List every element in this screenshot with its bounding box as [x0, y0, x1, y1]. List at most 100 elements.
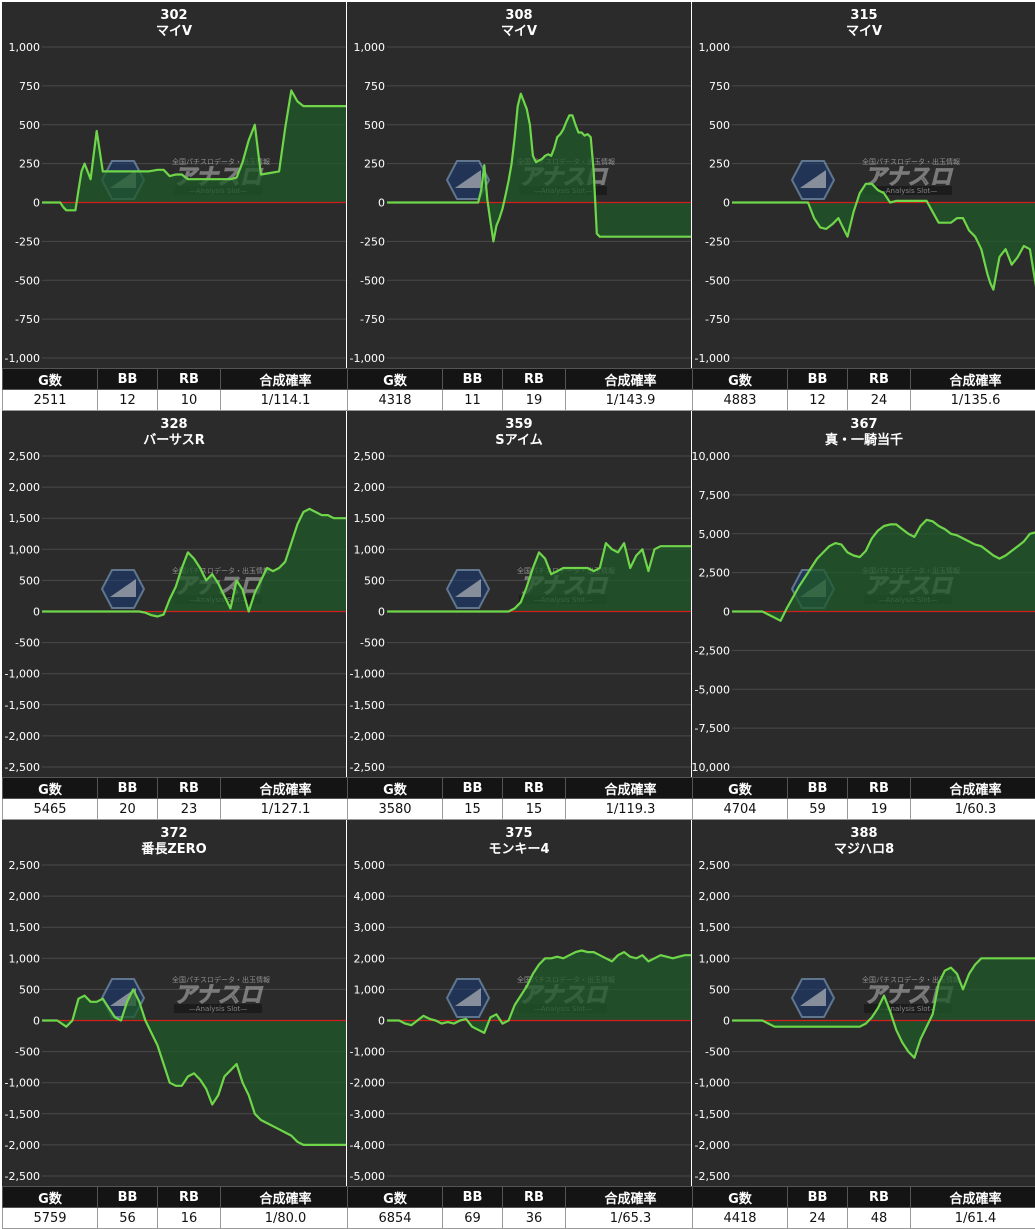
stats-value-g: 5759 [3, 1208, 98, 1229]
y-tick-label: -250 [15, 235, 40, 248]
y-tick-label: -7,500 [695, 722, 730, 735]
stats-header-g: G数 [693, 1187, 788, 1208]
stats-value-g: 2511 [3, 390, 98, 411]
machine-number: 315 [850, 8, 877, 23]
y-tick-label: -750 [360, 313, 385, 326]
y-tick-label: -2,500 [5, 1170, 40, 1183]
stats-header-g: G数 [3, 1187, 98, 1208]
y-tick-label: -2,500 [5, 761, 40, 774]
y-tick-label: 0 [378, 1015, 385, 1028]
y-tick-label: -250 [705, 235, 730, 248]
stats-header-rb: RB [158, 778, 221, 799]
stats-value-prob: 1/65.3 [566, 1208, 696, 1229]
machine-name: マイV [156, 24, 192, 39]
stats-header-g: G数 [348, 369, 443, 390]
y-tick-label: 2,500 [699, 567, 731, 580]
machine-name: マジハロ8 [834, 842, 894, 857]
y-tick-label: 500 [709, 119, 730, 132]
payout-chart: 315マイV-1,000-750-500-25002505007501,000全… [692, 2, 1035, 368]
y-tick-label: 1,000 [354, 41, 386, 54]
y-tick-label: 2,000 [9, 481, 41, 494]
payout-chart: 375モンキー4-5,000-4,000-3,000-2,000-1,00001… [347, 820, 691, 1186]
y-tick-label: 0 [723, 606, 730, 619]
stats-header-rb: RB [848, 1187, 911, 1208]
y-tick-label: -2,000 [350, 1077, 385, 1090]
y-tick-label: 0 [723, 197, 730, 210]
y-tick-label: 2,500 [699, 859, 731, 872]
area-fill [42, 509, 346, 617]
stats-header-rb: RB [503, 778, 566, 799]
stats-header-bb: BB [788, 778, 848, 799]
payout-chart: 328バーサスR-2,500-2,000-1,500-1,000-5000500… [2, 411, 346, 777]
y-tick-label: 2,500 [9, 450, 41, 463]
stats-value-prob: 1/61.4 [911, 1208, 1035, 1229]
machine-name: バーサスR [143, 433, 205, 448]
machine-panel: 308マイV-1,000-750-500-25002505007501,000全… [347, 2, 691, 410]
y-tick-label: -1,000 [350, 352, 385, 365]
y-tick-label: 0 [33, 606, 40, 619]
y-tick-label: 2,000 [9, 890, 41, 903]
y-tick-label: 500 [19, 119, 40, 132]
stats-header-bb: BB [98, 778, 158, 799]
y-tick-label: 500 [19, 983, 40, 996]
stats-value-g: 3580 [348, 799, 443, 820]
stats-header-rb: RB [503, 1187, 566, 1208]
y-tick-label: -5,000 [350, 1170, 385, 1183]
area-fill [732, 958, 1035, 1058]
y-tick-label: 0 [33, 197, 40, 210]
y-tick-label: -500 [705, 274, 730, 287]
stats-value-prob: 1/143.9 [566, 390, 696, 411]
stats-value-rb: 24 [848, 390, 911, 411]
stats-value-rb: 16 [158, 1208, 221, 1229]
y-tick-label: 2,000 [354, 481, 386, 494]
stats-value-prob: 1/135.6 [911, 390, 1035, 411]
stats-value-rb: 15 [503, 799, 566, 820]
y-tick-label: -5,000 [695, 683, 730, 696]
stats-header-prob: 合成確率 [566, 1187, 696, 1208]
stats-value-rb: 19 [848, 799, 911, 820]
machine-number: 328 [160, 417, 187, 432]
y-tick-label: -500 [15, 637, 40, 650]
area-fill [732, 184, 1035, 290]
y-tick-label: 250 [19, 158, 40, 171]
y-tick-label: 500 [364, 119, 385, 132]
stats-value-bb: 12 [98, 390, 158, 411]
y-tick-label: -500 [360, 274, 385, 287]
stats-header-prob: 合成確率 [221, 778, 351, 799]
machine-number: 388 [850, 826, 877, 841]
stats-header-rb: RB [848, 369, 911, 390]
y-tick-label: 1,000 [354, 543, 386, 556]
y-tick-label: -2,500 [350, 761, 385, 774]
watermark-sub: —Analysis Slot— [189, 1005, 247, 1013]
y-tick-label: 2,500 [9, 859, 41, 872]
y-tick-label: 10,000 [692, 450, 730, 463]
y-tick-label: -250 [360, 235, 385, 248]
payout-chart: 302マイV-1,000-750-500-25002505007501,000全… [2, 2, 346, 368]
area-fill [732, 520, 1035, 621]
stats-value-rb: 19 [503, 390, 566, 411]
y-tick-label: -750 [15, 313, 40, 326]
y-tick-label: 250 [709, 158, 730, 171]
y-tick-label: -3,000 [350, 1108, 385, 1121]
y-tick-label: 1,500 [9, 921, 41, 934]
